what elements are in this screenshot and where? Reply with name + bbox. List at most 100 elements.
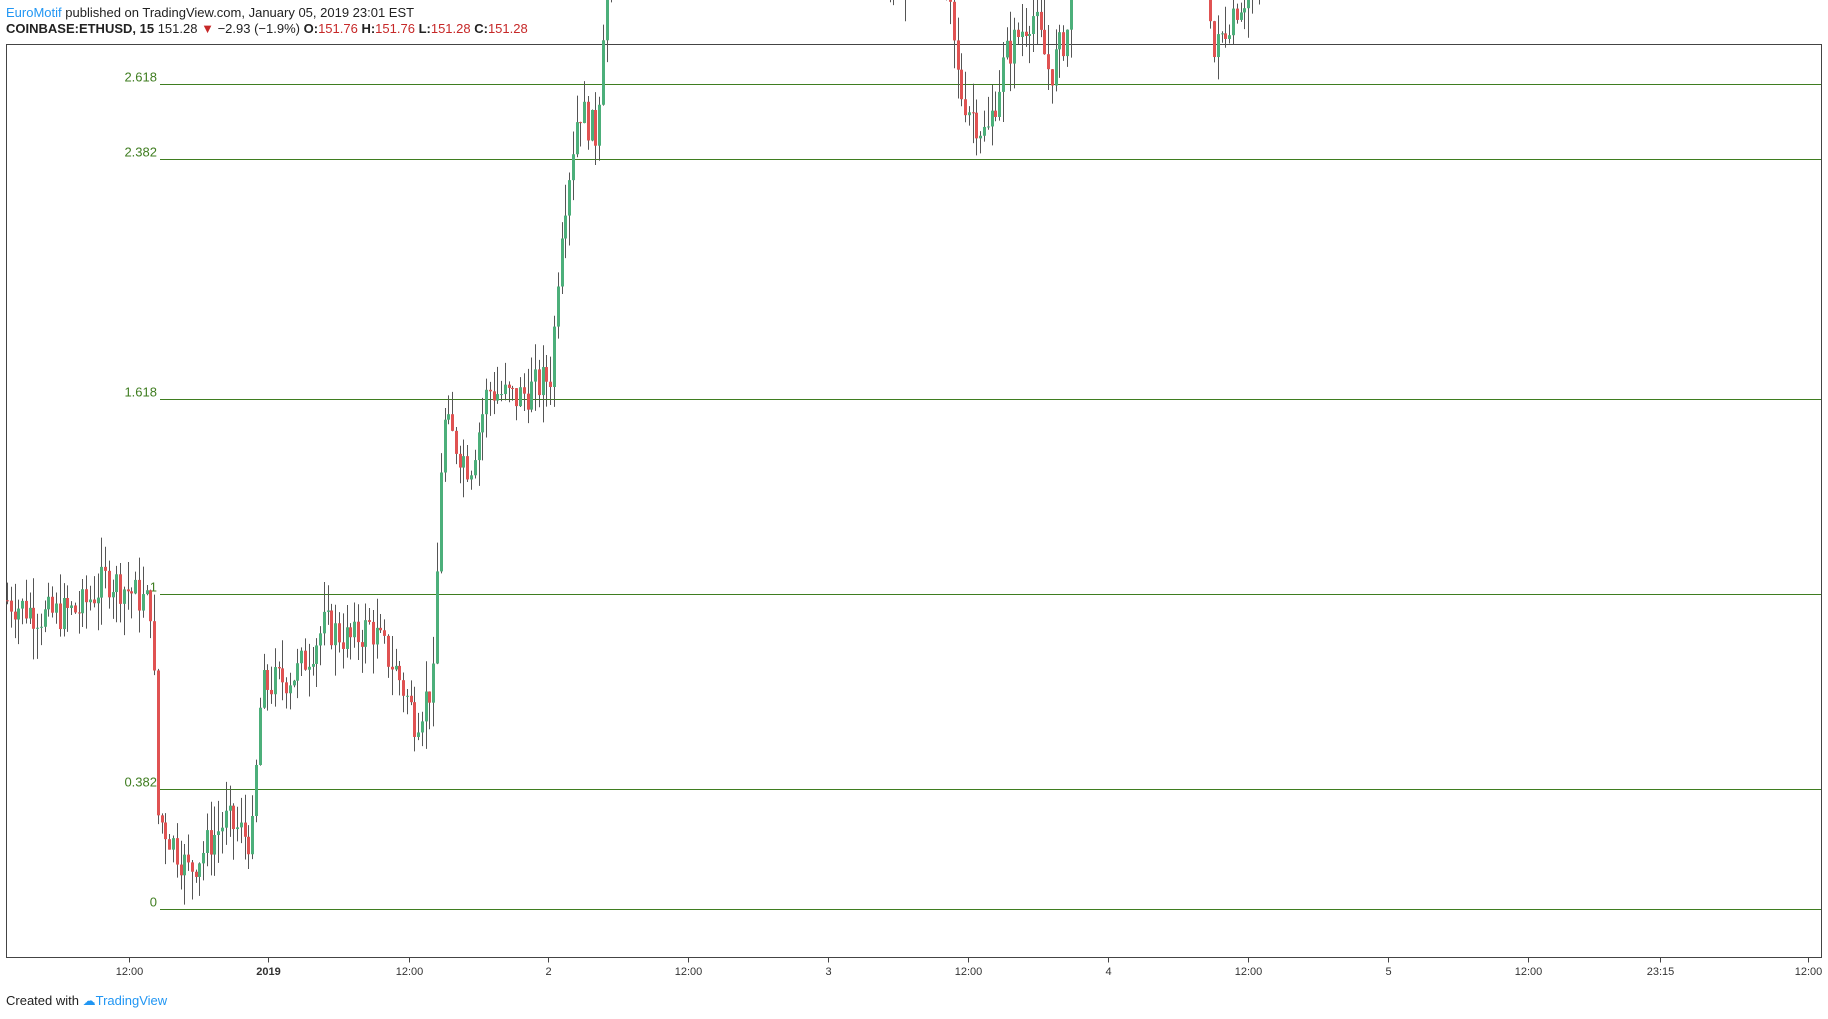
candle xyxy=(538,359,541,408)
candle xyxy=(606,0,609,63)
candle xyxy=(338,612,341,653)
low-label: L: xyxy=(418,21,431,36)
time-tick-label: 12:00 xyxy=(1795,966,1823,978)
candle xyxy=(281,640,284,701)
candle xyxy=(1217,15,1220,80)
candle xyxy=(481,397,484,461)
tradingview-logo-icon: ☁ xyxy=(82,993,96,1008)
candle xyxy=(1047,24,1050,90)
candle xyxy=(266,664,269,711)
candle xyxy=(251,795,254,860)
candle xyxy=(451,391,454,432)
author-link[interactable]: EuroMotif xyxy=(6,5,62,20)
candle xyxy=(161,813,164,834)
candle xyxy=(436,542,439,665)
close-value: 151.28 xyxy=(487,21,528,36)
candle xyxy=(598,96,601,161)
candle xyxy=(594,92,597,165)
candle xyxy=(991,84,994,146)
candle xyxy=(63,583,66,637)
candle xyxy=(447,395,450,425)
candle xyxy=(21,598,24,625)
fib-label-0-382: 0.382 xyxy=(124,775,157,790)
candle xyxy=(244,794,247,860)
candle xyxy=(312,647,315,676)
high-value: 151.76 xyxy=(375,21,415,36)
candle xyxy=(972,83,975,144)
time-tick-label: 2 xyxy=(545,966,551,978)
candle xyxy=(379,613,382,633)
candle xyxy=(66,585,69,632)
candle xyxy=(229,785,232,837)
high-label: H: xyxy=(361,21,376,36)
published-text: published on TradingView.com, January 05… xyxy=(65,5,415,20)
candle xyxy=(504,362,507,401)
candle xyxy=(327,585,330,625)
candle xyxy=(425,661,428,749)
candle xyxy=(1228,24,1231,44)
candle xyxy=(542,345,545,423)
candle xyxy=(40,613,43,646)
candle xyxy=(278,661,281,680)
candle xyxy=(459,445,462,484)
candle xyxy=(905,0,906,22)
time-tick-label: 12:00 xyxy=(116,966,144,978)
candle xyxy=(44,600,47,633)
candle xyxy=(17,599,20,645)
open-value: 151.76 xyxy=(318,21,358,36)
candle xyxy=(225,781,228,845)
candle xyxy=(523,373,526,411)
candle xyxy=(496,366,499,404)
candle xyxy=(353,602,356,648)
candle xyxy=(440,453,443,574)
candle xyxy=(153,594,156,676)
candle xyxy=(1236,3,1239,24)
candle xyxy=(1006,27,1009,60)
candle xyxy=(138,557,141,633)
candle xyxy=(195,869,198,883)
candle xyxy=(157,668,160,825)
candle xyxy=(221,812,224,854)
candle xyxy=(330,603,333,650)
candle xyxy=(470,470,473,490)
candle xyxy=(308,643,311,697)
down-arrow-icon: ▼ xyxy=(201,21,214,36)
candle xyxy=(1070,0,1073,58)
candle xyxy=(1036,0,1039,45)
candle xyxy=(1002,41,1005,122)
candle xyxy=(187,834,190,871)
candle xyxy=(1025,8,1028,47)
candle xyxy=(119,562,122,623)
ohlc-line: COINBASE:ETHUSD, 15 151.28 ▼ −2.93 (−1.9… xyxy=(6,21,528,37)
candle xyxy=(357,604,360,660)
candle xyxy=(500,380,503,402)
time-tick-label: 12:00 xyxy=(675,966,703,978)
candle xyxy=(349,623,352,660)
close-label: C: xyxy=(474,21,488,36)
candle xyxy=(1243,0,1246,30)
candle xyxy=(968,106,971,126)
candle xyxy=(255,759,258,823)
candle xyxy=(100,537,103,625)
candle xyxy=(146,584,149,596)
fib-label-0: 0 xyxy=(150,895,157,910)
candle xyxy=(953,0,956,69)
candle xyxy=(93,576,96,608)
candle xyxy=(78,590,81,634)
candle xyxy=(149,589,152,639)
time-axis[interactable]: 12:00 2019 12:00 2 12:00 3 12:00 4 12:00 5 12:00 23… xyxy=(6,957,1823,979)
candle xyxy=(115,565,118,623)
candle xyxy=(568,172,571,246)
candle xyxy=(334,604,337,676)
candle xyxy=(1021,3,1024,57)
candle xyxy=(285,677,288,709)
candle xyxy=(206,813,209,867)
candle xyxy=(508,381,511,403)
candle xyxy=(432,636,435,727)
candle xyxy=(180,840,183,890)
tradingview-brand[interactable]: TradingView xyxy=(95,993,168,1008)
candle xyxy=(142,566,145,618)
candle xyxy=(1058,24,1061,78)
